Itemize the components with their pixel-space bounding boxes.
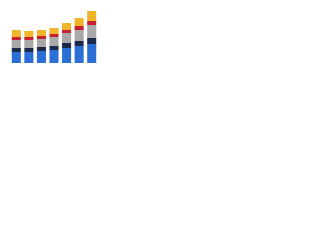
page: (() => { const data = JSON.parse(documen… [0,0,320,71]
bar-segment [87,21,97,25]
bar-segment [87,25,97,38]
bar-segment [36,36,46,39]
bar-segment [87,11,97,21]
bar-segment [36,30,46,36]
bar-segment [49,34,59,37]
bar-segment [24,48,34,52]
bar-segment [11,40,21,48]
bar-segment [24,37,34,40]
bar-segment [24,31,34,37]
bar-segment [74,26,84,30]
bar-segment [24,40,34,48]
bar-segment [11,37,21,40]
bar-segment [62,43,72,48]
bar-segment [62,48,72,63]
bar-segment [74,41,84,46]
bar-segment [24,52,34,63]
bar-segment [49,28,59,34]
chart [11,11,97,63]
bar-segment [87,44,97,63]
bar-segment [74,18,84,26]
bar-segment [36,51,46,63]
bar-segment [87,38,97,44]
bar-segment [11,52,21,63]
bar-segment [62,33,72,43]
bar-segment [74,30,84,41]
bar-segment [62,30,72,33]
bar-segment [49,50,59,63]
bar-segment [36,39,46,47]
bar-segment [36,47,46,51]
bar-segment [62,23,72,30]
bar-segment [11,30,21,37]
bar-segment [49,37,59,46]
bar-segment [11,48,21,52]
bar-segment [74,46,84,63]
bar-segment [49,46,59,50]
